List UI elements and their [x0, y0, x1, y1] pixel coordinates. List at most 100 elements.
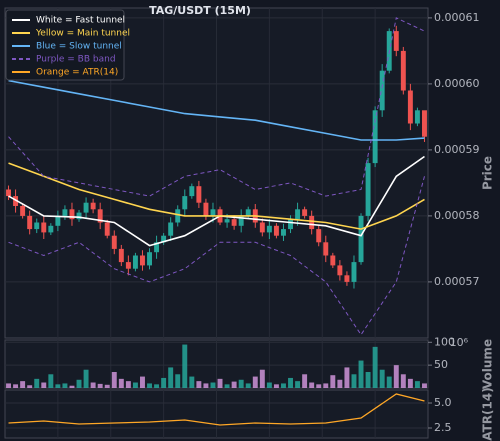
candle-body [97, 209, 103, 223]
candle-body [140, 255, 145, 266]
volume-bar [365, 372, 371, 388]
candle-body [69, 209, 75, 220]
volume-bar [288, 377, 293, 388]
candle-body [281, 229, 286, 236]
volume-bar [161, 377, 167, 388]
candle-body [344, 275, 350, 282]
candle-body [76, 212, 82, 220]
volume-bar [386, 376, 392, 388]
candle-body [365, 163, 371, 216]
y-axis-label: Volume [481, 339, 495, 389]
y-tick-label: 0.00058 [434, 209, 480, 222]
volume-bar [224, 384, 230, 388]
volume-bar [245, 383, 251, 388]
y-tick-label: 5.0 [434, 396, 452, 409]
candle-body [104, 222, 110, 236]
volume-bar [231, 381, 237, 388]
volume-bar [379, 369, 385, 388]
candle-body [168, 222, 174, 236]
volume-bar [62, 383, 68, 388]
y-tick-label: 0.00060 [434, 77, 480, 90]
volume-bar [337, 379, 343, 388]
volume-bar [154, 384, 160, 388]
candle-body [147, 252, 152, 266]
volume-bar [316, 384, 322, 388]
candle-body [407, 90, 413, 124]
volume-bar [210, 382, 216, 388]
volume-bar [90, 382, 96, 388]
volume-bar [323, 383, 329, 388]
legend-label: White = Fast tunnel [36, 16, 125, 26]
candle-body [203, 202, 209, 216]
chart-title: TAG/USDT (15M) [149, 4, 251, 17]
y-axis-label: Price [481, 156, 495, 190]
volume-bar [125, 381, 131, 388]
candle-body [189, 186, 195, 197]
atr-line [8, 393, 425, 426]
y-tick-label: 0.00059 [434, 143, 480, 156]
candle-body [393, 31, 399, 51]
candle-body [161, 235, 167, 243]
volume-bar [309, 382, 315, 388]
candle-body [41, 222, 47, 233]
volume-bar [196, 381, 202, 388]
volume-bar [20, 381, 26, 388]
candle-body [182, 196, 188, 210]
candle-body [90, 202, 96, 210]
volume-bar [407, 378, 413, 388]
volume-bar [273, 384, 279, 388]
volume-bar [140, 376, 145, 388]
volume-bar [414, 381, 420, 388]
volume-bar [281, 383, 286, 388]
candle-body [48, 225, 54, 233]
candle-body [288, 219, 293, 230]
volume-bar [97, 383, 103, 388]
volume-bar [175, 374, 181, 388]
volume-bar [111, 372, 117, 388]
volume-bar [83, 369, 89, 388]
legend-label: Blue = Slow tunnel [36, 42, 122, 52]
candle-body [210, 209, 216, 216]
candle-body [154, 242, 160, 253]
candle-body [245, 209, 251, 216]
volume-bar [34, 378, 40, 388]
volume-bar [358, 360, 364, 388]
volume-bar [372, 346, 378, 388]
volume-bar [41, 382, 47, 388]
candle-body [302, 209, 308, 216]
volume-bar [400, 374, 406, 388]
candle-body [111, 235, 117, 249]
candle-body [13, 196, 19, 206]
volume-bar [48, 374, 54, 388]
candle-body [273, 225, 279, 236]
volume-bar [69, 385, 75, 388]
y-tick-label: 50 [434, 358, 448, 371]
volume-bar [182, 344, 188, 388]
y-tick-label: 2.5 [434, 421, 452, 434]
overlay-line-lower [8, 176, 425, 336]
volume-bar [393, 365, 399, 388]
volume-bar [118, 378, 124, 388]
overlay-line [8, 17, 425, 197]
volume-bar [104, 384, 110, 388]
candle-body [337, 265, 343, 276]
volume-bar [422, 383, 427, 388]
candle-body [259, 222, 265, 233]
candle-body [132, 255, 138, 269]
candle-body [125, 262, 131, 269]
candle-body [372, 110, 378, 164]
volume-bar [266, 382, 272, 388]
volume-bar [147, 383, 152, 388]
volume-bar [13, 384, 19, 388]
candle-body [358, 215, 364, 263]
volume-bar [168, 367, 174, 388]
candle-body [224, 219, 230, 223]
volume-bar [55, 384, 61, 388]
volume-bar [203, 383, 209, 388]
y-tick-label: 100 [434, 335, 455, 348]
y-tick-label: 0.00061 [434, 11, 480, 24]
y-axis-label: ATR(14) [481, 387, 495, 440]
volume-bar [217, 378, 223, 388]
candle-body [62, 209, 68, 216]
legend-label: Yellow = Main tunnel [35, 29, 130, 39]
